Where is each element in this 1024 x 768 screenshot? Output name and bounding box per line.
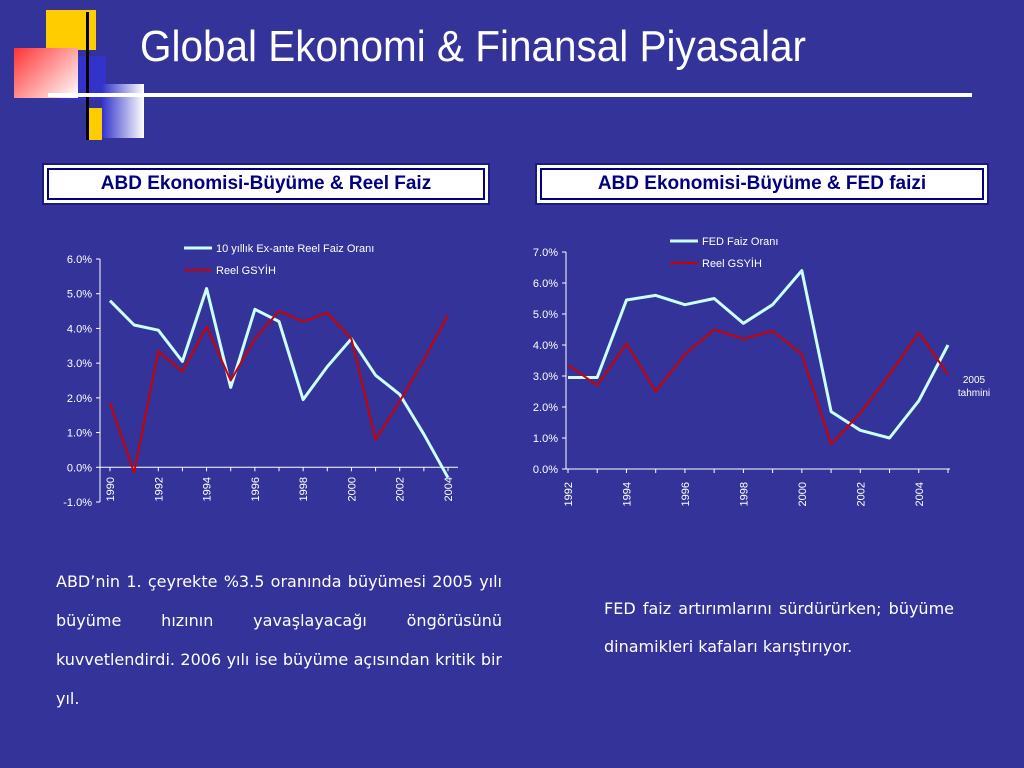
y-tick-label: 7.0% [533,247,558,259]
x-tick-label: 1992 [563,482,575,506]
y-tick-label: 3.0% [533,371,558,383]
right-header-label: ABD Ekonomisi-Büyüme & FED faizi [597,173,927,194]
x-tick-label: 1996 [680,482,692,506]
y-tick-label: 2.0% [67,393,92,405]
title-underline [48,93,972,97]
y-tick-label: 0.0% [67,462,92,474]
y-tick-label: 3.0% [67,358,92,370]
legend-label: 10 yıllık Ex-ante Reel Faiz Oranı [216,243,374,255]
legend-label: Reel GSYİH [702,257,762,270]
y-tick-label: 5.0% [533,309,558,321]
y-tick-label: -1.0% [63,497,92,509]
left-chart-svg: -1.0% 0.0% 1.0% 2.0% 3.0% 4.0% 5.0% 6.0% 1990 199… [63,243,458,509]
y-tick-label: 2.0% [533,402,558,414]
right-chart: 0.0% 1.0% 2.0% 3.0% 4.0% 5.0% 6.0% 7.0% 1992 1994… [510,228,970,528]
x-tick-label: 1990 [105,477,117,501]
left-chart: -1.0% 0.0% 1.0% 2.0% 3.0% 4.0% 5.0% 6.0% 1990 199… [40,235,470,525]
y-tick-label: 4.0% [67,323,92,335]
left-header-frame [47,168,485,200]
page-title: Global Ekonomi & Finansal Piyasalar [140,22,806,71]
decor-vertical-line [86,12,89,140]
right-header-frame [540,168,984,200]
x-tick-label: 1992 [153,477,165,501]
x-tick-label: 2000 [346,477,358,501]
x-tick-label: 1996 [250,477,262,501]
right-chart-svg: 0.0% 1.0% 2.0% 3.0% 4.0% 5.0% 6.0% 7.0% 1992 1994… [533,236,950,506]
x-tick-label: 1994 [621,482,633,506]
y-tick-label: 5.0% [67,289,92,301]
y-tick-label: 6.0% [67,254,92,266]
x-tick-label: 1998 [298,477,310,501]
series-line-secondary [567,328,949,446]
x-tick-label: 1994 [202,477,214,501]
y-tick-label: 1.0% [67,428,92,440]
x-tick-label: 1998 [738,482,750,506]
x-tick-label: 2002 [395,477,407,501]
series-line-primary [568,269,950,440]
left-chart-header: ABD Ekonomisi-Büyüme & Reel Faiz [42,163,490,205]
forecast-note-year: 2005 [962,375,986,386]
legend-label: FED Faiz Oranı [702,236,778,248]
y-tick-label: 4.0% [533,340,558,352]
left-commentary: ABD’nin 1. çeyrekte %3.5 oranında büyüme… [56,572,502,708]
x-tick-label: 2002 [855,482,867,506]
left-header-label: ABD Ekonomisi-Büyüme & Reel Faiz [100,173,432,194]
x-tick-label: 2004 [443,477,455,501]
x-tick-label: 2000 [797,482,809,506]
y-tick-label: 1.0% [533,433,558,445]
y-tick-label: 0.0% [533,464,558,476]
decor-yellow-strip [86,108,102,140]
forecast-note: 2005 tahmini [952,374,996,400]
right-commentary: FED faiz artırımlarını sürdürürken; büyü… [604,599,954,656]
decor-red-block [14,48,78,98]
x-tick-label: 2004 [914,482,926,506]
right-chart-header: ABD Ekonomisi-Büyüme & FED faizi [535,163,989,205]
series-line-primary [108,287,450,479]
series-line-secondary [109,310,449,474]
legend-label: Reel GSYİH [216,264,276,277]
y-tick-label: 6.0% [533,278,558,290]
forecast-note-label: tahmini [957,388,991,399]
